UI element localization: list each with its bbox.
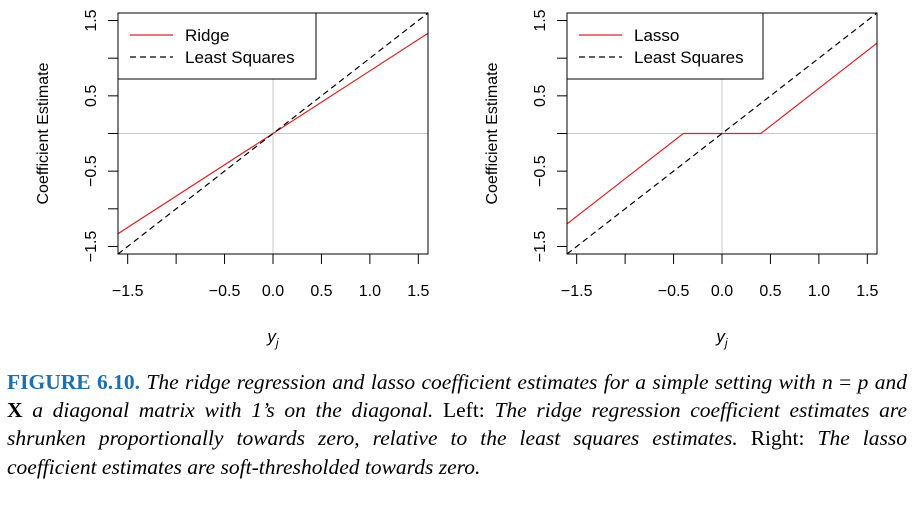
legend-label: Least Squares [634, 48, 744, 67]
x-axis-label: yj [266, 327, 279, 350]
y-tick-label: −1.5 [83, 231, 100, 263]
legend-label: Least Squares [185, 48, 295, 67]
legend: Ridge Least Squares [117, 12, 317, 80]
figure-caption: FIGURE 6.10. The ridge regression and la… [7, 368, 907, 481]
x-tick-label: 1.5 [856, 283, 878, 300]
caption-text-2: and [868, 370, 907, 394]
caption-text-4: The ridge regression coefficient estimat… [7, 398, 907, 451]
caption-equals: = [832, 370, 858, 394]
x-tick-label: −1.5 [112, 283, 144, 300]
ridge-panel: −1.5 −0.5 0.0 0.5 1.0 1.5 −1.5 −0.5 0.5 1.5 Coeffi… [35, 9, 430, 350]
caption-math-x: X [7, 398, 23, 423]
legend-box [117, 12, 317, 80]
lasso-panel: −1.5 −0.5 0.0 0.5 1.0 1.5 −1.5 −0.5 0.5 1.5 Coeffi… [484, 9, 879, 350]
legend-label: Ridge [185, 26, 229, 45]
x-tick-label: 0.0 [262, 283, 284, 300]
y-tick-label: −1.5 [532, 231, 549, 263]
series-line-least-squares [567, 13, 877, 254]
y-tick-label: 0.5 [532, 85, 549, 107]
x-tick-label: 1.5 [407, 283, 429, 300]
x-tick-label: −0.5 [658, 283, 690, 300]
caption-text-5: The lasso coefficient estimates are soft… [7, 426, 907, 479]
y-axis-label: Coefficient Estimate [35, 62, 52, 204]
x-tick-label: 0.5 [310, 283, 332, 300]
y-tick-label: −0.5 [83, 155, 100, 187]
caption-label: FIGURE 6.10. [7, 370, 140, 394]
caption-left-word: Left: [442, 398, 485, 423]
y-tick-label: 0.5 [83, 85, 100, 107]
x-tick-label: −0.5 [209, 283, 241, 300]
caption-text-1: The ridge regression and lasso coefficie… [140, 370, 822, 394]
x-axis-label: yj [715, 327, 728, 350]
caption-right-word: Right: [750, 426, 805, 451]
caption-math-n: n [822, 370, 833, 394]
series-line-ridge [118, 32, 428, 235]
y-axis-label: Coefficient Estimate [484, 62, 501, 204]
legend: Lasso Least Squares [566, 12, 764, 80]
caption-math-p: p [857, 370, 869, 394]
x-tick-label: 1.0 [359, 283, 381, 300]
caption-text-3: a diagonal matrix with 1’s on the diagon… [22, 398, 443, 423]
series-line-least-squares [118, 13, 428, 254]
x-tick-label: 0.0 [711, 283, 733, 300]
x-tick-label: 0.5 [759, 283, 781, 300]
y-tick-label: 1.5 [532, 9, 549, 31]
y-tick-label: 1.5 [83, 9, 100, 31]
y-tick-label: −0.5 [532, 155, 549, 187]
series-line-lasso [567, 42, 877, 225]
legend-label: Lasso [634, 26, 679, 45]
legend-box [566, 12, 764, 80]
x-tick-label: 1.0 [808, 283, 830, 300]
x-tick-label: −1.5 [561, 283, 593, 300]
